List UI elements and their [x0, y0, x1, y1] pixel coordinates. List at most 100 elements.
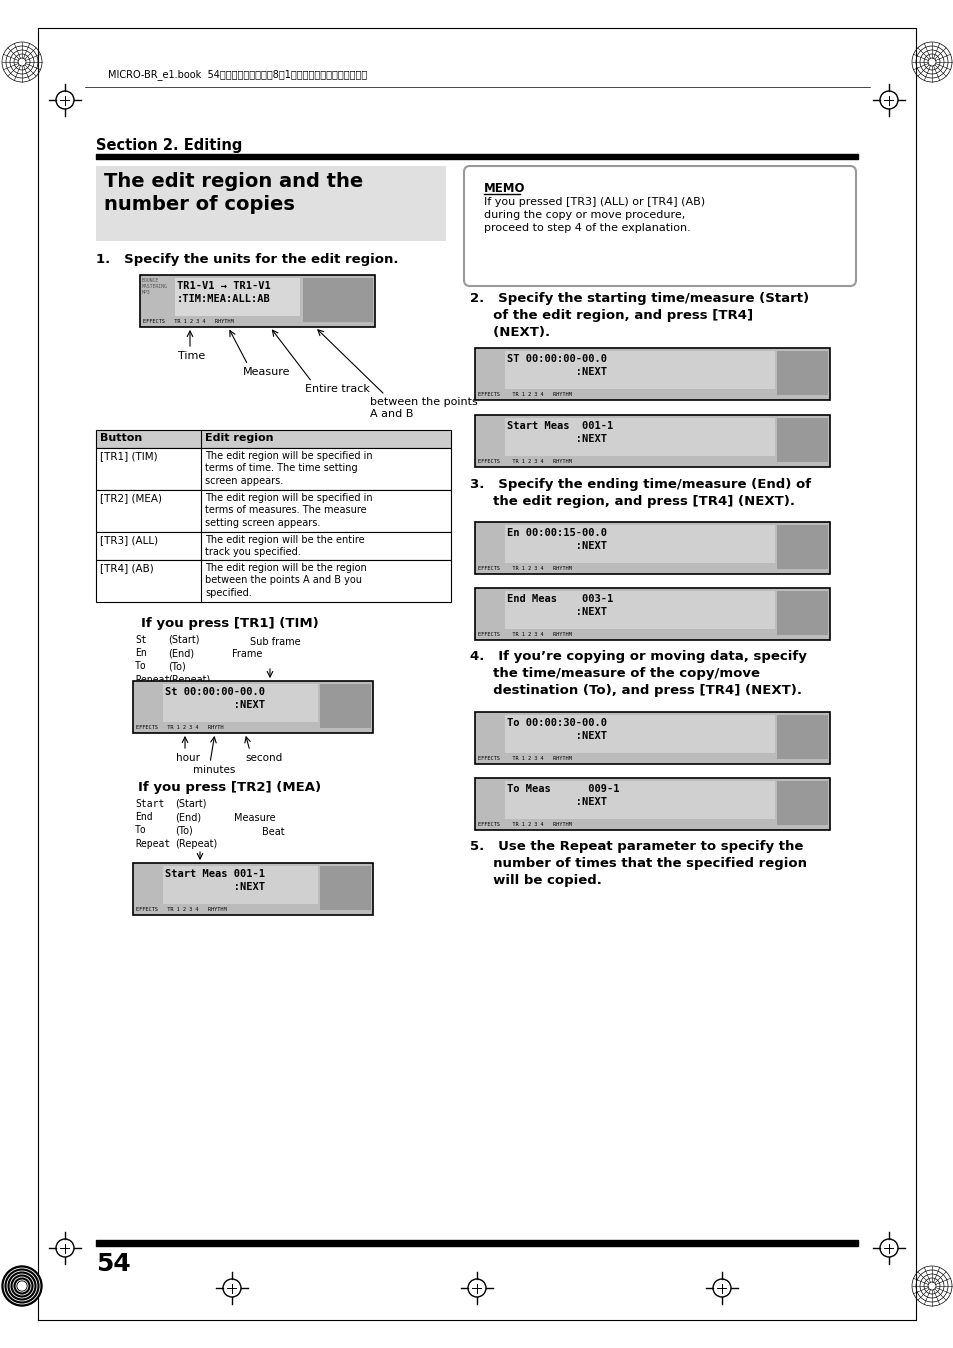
Text: :NEXT: :NEXT — [506, 541, 606, 551]
Text: EFFECTS    TR 1 2 3 4   RHYTHM: EFFECTS TR 1 2 3 4 RHYTHM — [477, 822, 571, 828]
Text: The edit region and the
number of copies: The edit region and the number of copies — [104, 173, 363, 214]
Bar — [132, 863, 373, 915]
Bar — [319, 865, 371, 910]
Bar — [504, 590, 774, 630]
Text: EFFECTS    TR 1 2 3 4   RHYTHM: EFFECTS TR 1 2 3 4 RHYTHM — [477, 392, 571, 398]
Bar — [96, 166, 446, 241]
Text: The edit region will be specified in
terms of time. The time setting
screen appe: The edit region will be specified in ter… — [205, 452, 373, 485]
Text: Beat: Beat — [262, 828, 284, 837]
Text: 54: 54 — [96, 1252, 131, 1277]
Text: 3.   Specify the ending time/measure (End) of
     the edit region, and press [T: 3. Specify the ending time/measure (End)… — [470, 479, 810, 508]
Bar — [163, 683, 317, 723]
Bar — [132, 681, 373, 733]
Bar — [319, 683, 371, 728]
Bar — [475, 415, 829, 466]
Bar — [776, 524, 827, 569]
Text: Sub frame: Sub frame — [250, 638, 300, 647]
Text: :NEXT: :NEXT — [165, 700, 265, 710]
Bar — [776, 350, 827, 395]
Text: Start Meas 001-1: Start Meas 001-1 — [165, 869, 265, 879]
Text: MEMO: MEMO — [483, 182, 525, 195]
Text: If you pressed [TR3] (ALL) or [TR4] (AB)
during the copy or move procedure,
proc: If you pressed [TR3] (ALL) or [TR4] (AB)… — [483, 197, 704, 233]
Text: EFFECTS   TR 1 2 3 4   RHYTHM: EFFECTS TR 1 2 3 4 RHYTHM — [136, 907, 227, 913]
Bar — [475, 712, 829, 764]
Text: [TR4] (AB): [TR4] (AB) — [100, 563, 153, 573]
Text: If you press [TR2] (MEA): If you press [TR2] (MEA) — [138, 780, 321, 794]
Text: TR1-V1 → TR1-V1: TR1-V1 → TR1-V1 — [177, 280, 271, 291]
Text: [TR3] (ALL): [TR3] (ALL) — [100, 535, 158, 545]
Bar — [504, 350, 774, 390]
Text: Frame: Frame — [232, 648, 262, 659]
Text: second: second — [245, 754, 282, 763]
Text: Edit region: Edit region — [205, 433, 274, 443]
Text: The edit region will be the region
between the points A and B you
specified.: The edit region will be the region betwe… — [205, 563, 366, 597]
Text: Entire track: Entire track — [305, 384, 370, 394]
Text: :NEXT: :NEXT — [506, 797, 606, 807]
Text: If you press [TR1] (TIM): If you press [TR1] (TIM) — [141, 617, 318, 630]
Text: The edit region will be the entire
track you specified.: The edit region will be the entire track… — [205, 535, 364, 558]
Bar — [475, 348, 829, 400]
Text: To Meas      009-1: To Meas 009-1 — [506, 785, 618, 794]
Text: En 00:00:15-00.0: En 00:00:15-00.0 — [506, 528, 606, 538]
Bar — [96, 559, 451, 603]
Text: St
En
To
Repeat: St En To Repeat — [135, 635, 170, 685]
Text: Button: Button — [100, 433, 142, 443]
Bar — [96, 448, 451, 491]
Bar — [776, 780, 827, 825]
Bar — [475, 522, 829, 574]
Bar — [303, 278, 373, 322]
Bar — [96, 532, 451, 559]
Bar — [504, 780, 774, 820]
Bar — [776, 590, 827, 635]
Text: :NEXT: :NEXT — [506, 367, 606, 377]
Bar — [504, 418, 774, 456]
Text: EFFECTS    TR 1 2 3 4   RHYTHM: EFFECTS TR 1 2 3 4 RHYTHM — [477, 566, 571, 572]
Text: EFFECTS    TR 1 2 3 4   RHYTHM: EFFECTS TR 1 2 3 4 RHYTHM — [477, 632, 571, 638]
Text: Measure: Measure — [243, 367, 291, 377]
Text: (Start)
(End)
(To)
(Repeat): (Start) (End) (To) (Repeat) — [168, 635, 210, 685]
Bar — [96, 430, 451, 448]
Bar — [140, 275, 375, 328]
Text: :NEXT: :NEXT — [165, 882, 265, 892]
Bar — [96, 491, 451, 532]
Text: :NEXT: :NEXT — [506, 434, 606, 443]
Text: 4.   If you’re copying or moving data, specify
     the time/measure of the copy: 4. If you’re copying or moving data, spe… — [470, 650, 806, 697]
Text: 1.   Specify the units for the edit region.: 1. Specify the units for the edit region… — [96, 253, 398, 266]
Text: :NEXT: :NEXT — [506, 607, 606, 617]
Text: Start Meas  001-1: Start Meas 001-1 — [506, 421, 613, 431]
Text: End Meas    003-1: End Meas 003-1 — [506, 594, 613, 604]
Text: BOUNCE
MASTERING
MP3: BOUNCE MASTERING MP3 — [142, 278, 168, 295]
Text: MICRO-BR_e1.book  54ページ　２００６年8月1日　火曜日　午後１２晎６分: MICRO-BR_e1.book 54ページ ２００６年8月1日 火曜日 午後１… — [108, 69, 367, 80]
Text: :TIM:MEA:ALL:AB: :TIM:MEA:ALL:AB — [177, 294, 271, 305]
Text: Time: Time — [178, 350, 205, 361]
Bar — [163, 865, 317, 905]
Text: Measure: Measure — [233, 813, 275, 824]
Text: 5.   Use the Repeat parameter to specify the
     number of times that the speci: 5. Use the Repeat parameter to specify t… — [470, 840, 806, 887]
Text: :NEXT: :NEXT — [506, 731, 606, 741]
Text: [TR2] (MEA): [TR2] (MEA) — [100, 493, 162, 503]
Bar — [504, 714, 774, 754]
Bar — [776, 714, 827, 759]
Text: minutes: minutes — [193, 766, 235, 775]
Text: ST 00:00:00-00.0: ST 00:00:00-00.0 — [506, 355, 606, 364]
Text: EFFECTS   TR 1 2 3 4   RHYTHM: EFFECTS TR 1 2 3 4 RHYTHM — [143, 319, 233, 324]
Text: Section 2. Editing: Section 2. Editing — [96, 137, 242, 154]
Text: 2.   Specify the starting time/measure (Start)
     of the edit region, and pres: 2. Specify the starting time/measure (St… — [470, 293, 808, 338]
Text: between the points
A and B: between the points A and B — [370, 398, 477, 419]
Text: (Start)
(End)
(To)
(Repeat): (Start) (End) (To) (Repeat) — [174, 799, 217, 849]
Text: Start
End
To
Repeat: Start End To Repeat — [135, 799, 170, 849]
Text: hour: hour — [175, 754, 200, 763]
FancyBboxPatch shape — [463, 166, 855, 286]
Text: To 00:00:30-00.0: To 00:00:30-00.0 — [506, 718, 606, 728]
Text: [TR1] (TIM): [TR1] (TIM) — [100, 452, 157, 461]
Bar — [776, 418, 827, 462]
Bar — [475, 588, 829, 640]
Circle shape — [18, 1282, 26, 1290]
Bar — [504, 524, 774, 563]
Text: EFFECTS   TR 1 2 3 4   RHYTH: EFFECTS TR 1 2 3 4 RHYTH — [136, 725, 223, 731]
Bar — [174, 278, 299, 315]
Text: EFFECTS    TR 1 2 3 4   RHYTHM: EFFECTS TR 1 2 3 4 RHYTHM — [477, 756, 571, 762]
Circle shape — [2, 1266, 42, 1306]
Text: St 00:00:00-00.0: St 00:00:00-00.0 — [165, 687, 265, 697]
Text: The edit region will be specified in
terms of measures. The measure
setting scre: The edit region will be specified in ter… — [205, 493, 373, 528]
